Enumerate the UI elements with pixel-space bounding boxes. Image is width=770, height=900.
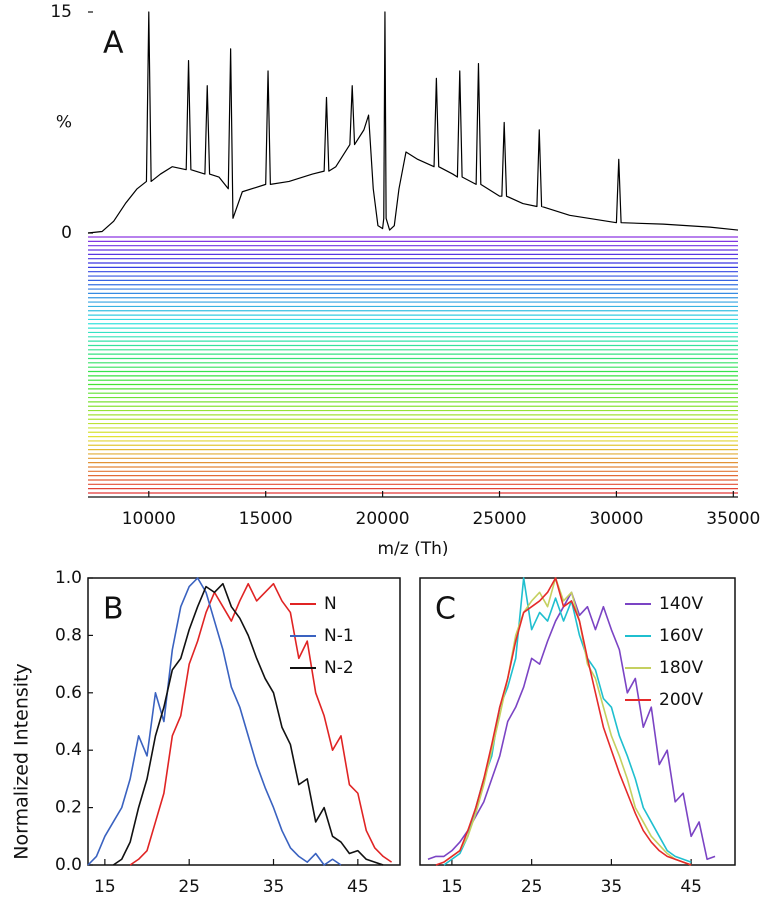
data-line bbox=[112, 582, 384, 866]
y-tick-label: 1.0 bbox=[55, 568, 82, 588]
legend-label: 180V bbox=[659, 658, 703, 678]
x-axis-label: m/z (Th) bbox=[377, 539, 448, 559]
x-tick-label: 25 bbox=[521, 877, 543, 897]
x-tick-label: 20000 bbox=[356, 509, 410, 529]
y-tick-label: 0.2 bbox=[55, 798, 82, 818]
x-tick-label: 15000 bbox=[239, 509, 293, 529]
x-tick-label: 35 bbox=[601, 877, 623, 897]
y-tick-label: 15 bbox=[50, 2, 72, 22]
legend-label: N bbox=[324, 594, 337, 614]
data-line bbox=[87, 11, 739, 234]
panel-label: B bbox=[103, 592, 124, 627]
legend-label: N-1 bbox=[324, 626, 354, 646]
data-line bbox=[87, 577, 342, 866]
y-axis-label: Normalized Intensity bbox=[11, 663, 33, 860]
legend-label: N-2 bbox=[324, 658, 354, 678]
legend-label: 140V bbox=[659, 594, 703, 614]
plot-frame bbox=[87, 577, 401, 866]
x-tick-label: 35 bbox=[263, 877, 285, 897]
data-line bbox=[435, 577, 692, 866]
legend-label: 200V bbox=[659, 690, 703, 710]
panel-label: A bbox=[103, 26, 124, 61]
x-tick-label: 30000 bbox=[589, 509, 643, 529]
x-tick-label: 15 bbox=[94, 877, 116, 897]
y-axis-label: % bbox=[56, 113, 72, 133]
y-tick-label: 0.0 bbox=[55, 855, 82, 875]
y-tick-label: 0.6 bbox=[55, 683, 82, 703]
legend-label: 160V bbox=[659, 626, 703, 646]
x-tick-label: 25000 bbox=[472, 509, 526, 529]
x-tick-label: 45 bbox=[680, 877, 702, 897]
x-tick-label: 45 bbox=[347, 877, 369, 897]
data-line bbox=[129, 582, 393, 866]
y-tick-label: 0.8 bbox=[55, 625, 82, 645]
y-tick-label: 0 bbox=[61, 223, 72, 243]
plot-frame bbox=[419, 577, 736, 866]
panel-label: C bbox=[435, 592, 456, 627]
x-tick-label: 10000 bbox=[122, 509, 176, 529]
data-line bbox=[443, 577, 692, 866]
y-tick-label: 0.4 bbox=[55, 740, 82, 760]
x-tick-label: 35000 bbox=[706, 509, 760, 529]
x-tick-label: 15 bbox=[441, 877, 463, 897]
x-tick-label: 25 bbox=[178, 877, 200, 897]
